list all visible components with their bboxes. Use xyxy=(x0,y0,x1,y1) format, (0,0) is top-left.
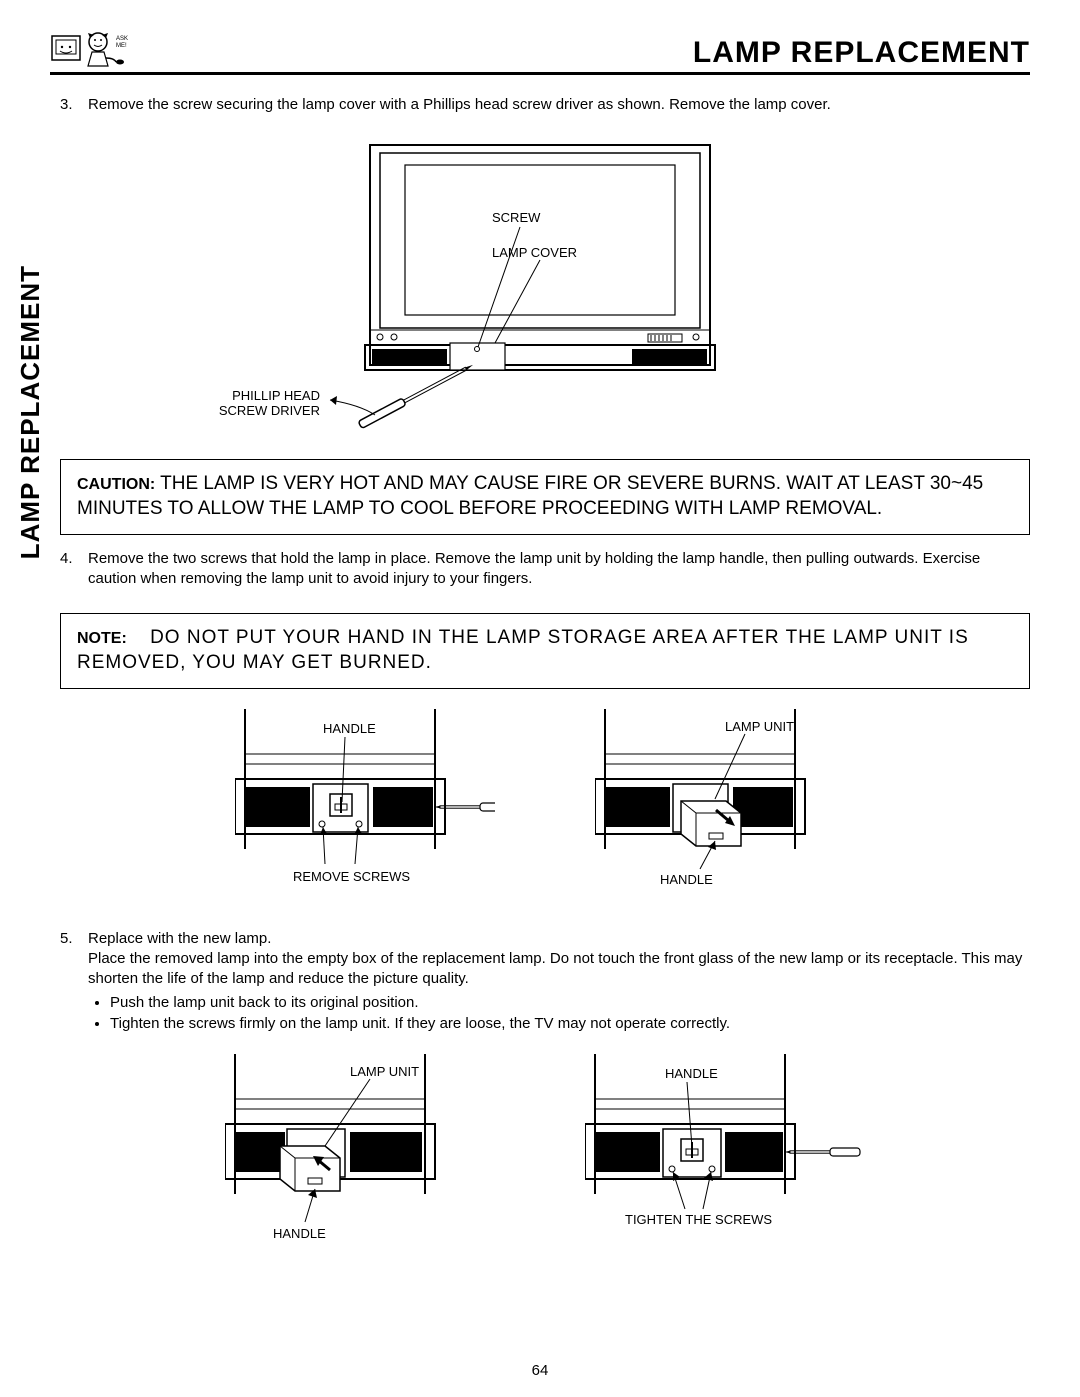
caution-box: CAUTION: THE LAMP IS VERY HOT AND MAY CA… xyxy=(60,459,1030,534)
step-5: 5. Replace with the new lamp. Place the … xyxy=(60,929,1030,1034)
step-number: 5. xyxy=(60,929,88,1034)
diagram-label-tighten-screws: TIGHTEN THE SCREWS xyxy=(625,1212,772,1227)
step-text: Replace with the new lamp. Place the rem… xyxy=(88,929,1030,1034)
diagram-label-handle: HANDLE xyxy=(660,872,713,887)
step-4: 4. Remove the two screws that hold the l… xyxy=(60,549,1030,590)
caution-lead: CAUTION: xyxy=(77,476,155,493)
diagram-label-handle: HANDLE xyxy=(665,1066,718,1081)
page-header: ASK ME! LAMP REPLACEMENT xyxy=(50,30,1030,75)
diagram-label-screw: SCREW xyxy=(492,210,540,225)
step5-line2: Place the removed lamp into the empty bo… xyxy=(88,949,1030,990)
step-text: Remove the screw securing the lamp cover… xyxy=(88,95,1030,115)
diagram-row-remove: HANDLE REMOVE SCREWS xyxy=(60,709,1030,899)
page-title: LAMP REPLACEMENT xyxy=(693,36,1030,70)
note-text: DO NOT PUT YOUR HAND IN THE LAMP STORAGE… xyxy=(77,627,969,673)
diagram-row-install: LAMP UNIT HANDLE xyxy=(60,1054,1030,1254)
diagram-label-lamp-cover: LAMP COVER xyxy=(492,245,577,260)
diagram-tv-lamp-cover: SCREW LAMP COVER PHILLIP HEAD SCREW DRIV… xyxy=(60,125,1030,445)
diagram-label-handle: HANDLE xyxy=(323,721,376,736)
step-number: 4. xyxy=(60,549,88,590)
diagram-label-handle: HANDLE xyxy=(273,1226,326,1241)
diagram-label-lamp-unit: LAMP UNIT xyxy=(725,719,794,734)
logo-text: ASK xyxy=(116,36,128,42)
step-text: Remove the two screws that hold the lamp… xyxy=(88,549,1030,590)
diagram-label-remove-screws: REMOVE SCREWS xyxy=(293,869,410,884)
note-lead: NOTE: xyxy=(77,630,127,647)
diagram-label-lamp-unit: LAMP UNIT xyxy=(350,1064,419,1079)
content-area: 3. Remove the screw securing the lamp co… xyxy=(60,95,1030,1254)
side-section-label: LAMP REPLACEMENT xyxy=(15,265,46,559)
logo: ASK ME! xyxy=(50,30,140,70)
step-3: 3. Remove the screw securing the lamp co… xyxy=(60,95,1030,115)
page-number: 64 xyxy=(0,1362,1080,1379)
step-number: 3. xyxy=(60,95,88,115)
svg-text:ME!: ME! xyxy=(116,43,127,49)
step5-line1: Replace with the new lamp. xyxy=(88,929,1030,949)
caution-text: THE LAMP IS VERY HOT AND MAY CAUSE FIRE … xyxy=(77,473,983,519)
note-box: NOTE: DO NOT PUT YOUR HAND IN THE LAMP S… xyxy=(60,613,1030,688)
step5-bullet2: Tighten the screws firmly on the lamp un… xyxy=(110,1014,1030,1034)
diagram-label-screwdriver: PHILLIP HEAD SCREW DRIVER xyxy=(180,388,320,418)
step5-bullet1: Push the lamp unit back to its original … xyxy=(110,993,1030,1013)
